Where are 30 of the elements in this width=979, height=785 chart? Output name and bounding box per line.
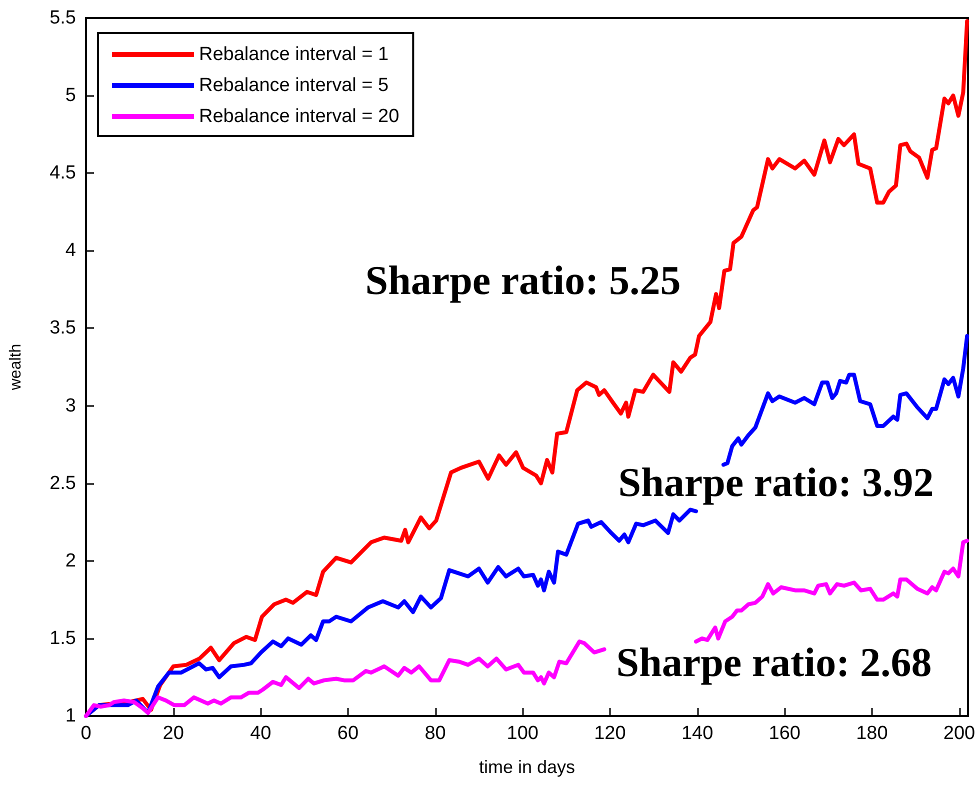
legend-label: Rebalance interval = 5 [199, 75, 389, 96]
x-tick-label: 60 [337, 723, 359, 744]
x-tick-label: 80 [424, 723, 446, 744]
annotation: Sharpe ratio: 3.92 [618, 459, 934, 505]
y-tick-label: 4.5 [50, 162, 76, 184]
x-axis-title: time in days [478, 757, 576, 777]
x-tick-label: 140 [681, 723, 714, 744]
y-tick-label: 4 [65, 240, 76, 262]
annotation: Sharpe ratio: 2.68 [616, 639, 932, 685]
y-tick-label: 3.5 [50, 318, 76, 339]
x-tick-label: 20 [162, 723, 184, 744]
y-tick-label: 1 [65, 706, 76, 726]
x-tick-label: 200 [943, 723, 976, 744]
line-series [84, 19, 970, 718]
x-tick-label: 160 [768, 723, 800, 744]
y-tick-label: 5 [65, 85, 76, 106]
x-tick-label: 120 [594, 723, 626, 744]
legend-label: Rebalance interval = 20 [199, 106, 400, 127]
annotation: Sharpe ratio: 5.25 [365, 257, 681, 303]
legend-label: Rebalance interval = 1 [199, 44, 389, 65]
x-tick-label: 100 [506, 723, 538, 744]
y-tick-label: 1.5 [50, 628, 76, 649]
x-tick-label: 180 [856, 723, 888, 744]
y-tick-label: 3 [65, 395, 76, 416]
y-tick-label: 2 [65, 550, 76, 572]
y-tick-label: 2.5 [50, 472, 76, 494]
y-axis-title: wealth [8, 344, 24, 392]
x-tick-label: 40 [250, 723, 272, 744]
y-tick-label: 5.5 [50, 8, 76, 28]
x-tick-label: 0 [80, 723, 92, 744]
